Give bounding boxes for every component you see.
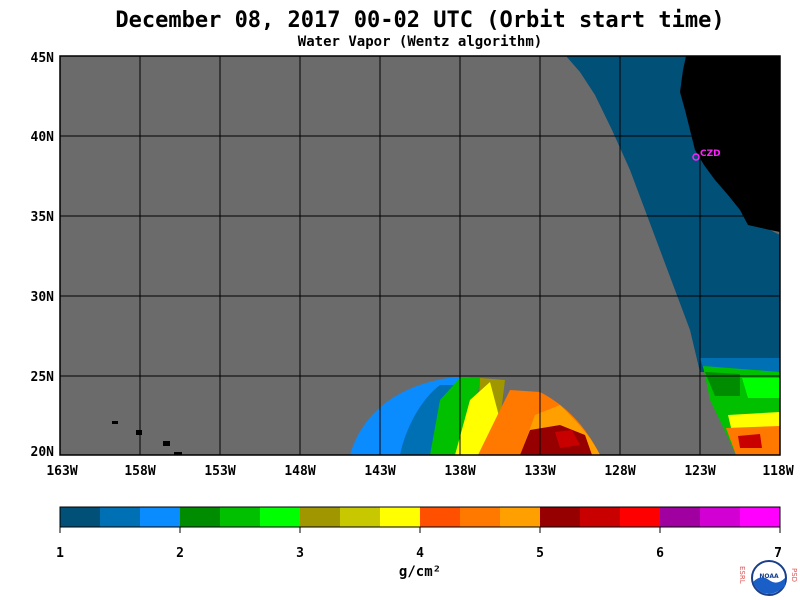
lat-label: 35N [31,210,55,225]
colorbar [59,506,781,533]
lon-label: 158W [124,464,155,479]
colorbar-swatch [500,507,541,527]
colorbar-tick-label: 5 [536,546,544,561]
noaa-logo-wave [753,577,785,594]
coastal-patch-red [738,434,762,448]
colorbar-ticks: 1 2 3 4 5 6 7 [56,546,782,561]
map-subtitle: Water Vapor (Wentz algorithm) [297,34,543,50]
colorbar-swatch [60,507,101,527]
lon-label: 128W [604,464,635,479]
colorbar-swatch [620,507,661,527]
lon-label: 123W [684,464,715,479]
colorbar-tick-label: 2 [176,546,184,561]
logo-right-letters: PSD [790,568,798,582]
colorbar-tick-label: 4 [416,546,424,561]
grid-lines [60,56,780,455]
colorbar-swatch [540,507,581,527]
colorbar-tick-label: 1 [56,546,64,561]
station-label: CZD [700,149,721,159]
colorbar-swatch [260,507,301,527]
map-title: December 08, 2017 00-02 UTC (Orbit start… [115,8,725,33]
lon-label: 163W [46,464,77,479]
map-area: CZD [59,55,781,456]
lon-label: 133W [524,464,555,479]
dome-darkred [520,425,592,455]
coastal-patch-lime [742,378,780,398]
lat-label: 45N [31,51,55,66]
lon-label: 143W [364,464,395,479]
colorbar-swatch [660,507,701,527]
colorbar-swatch [740,507,781,527]
lon-label: 138W [444,464,475,479]
colorbar-unit: g/cm² [398,564,442,580]
hawaii-islands [112,421,182,455]
colorbar-swatch [140,507,181,527]
lat-label: 25N [31,370,55,385]
noaa-logo: ESRL NOAA PSD [738,560,798,596]
colorbar-swatch [460,507,501,527]
map-border [59,55,781,456]
lon-label: 148W [284,464,315,479]
colorbar-swatch [420,507,461,527]
dome-red [555,430,580,448]
colorbar-swatch [340,507,381,527]
colorbar-swatch [580,507,621,527]
colorbar-swatch [380,507,421,527]
lat-label: 40N [31,130,55,145]
colorbar-swatch [180,507,221,527]
colorbar-swatch [300,507,341,527]
colorbar-swatch [220,507,261,527]
colorbar-tick-label: 6 [656,546,664,561]
noaa-logo-text: NOAA [759,573,779,580]
longitude-labels: 163W 158W 153W 148W 143W 138W 133W 128W … [46,464,793,479]
lat-label: 30N [31,290,55,305]
coastal-patch-darkgreen [705,372,740,396]
colorbar-tick-label: 3 [296,546,304,561]
latitude-labels: 45N 40N 35N 30N 25N 20N [31,51,55,460]
colorbar-tick-label: 7 [774,546,782,561]
lon-label: 153W [204,464,235,479]
logo-left-letters: ESRL [738,566,746,584]
land-north-america [680,56,780,232]
colorbar-swatch [100,507,141,527]
lon-label: 118W [762,464,793,479]
lat-label: 20N [31,445,55,460]
station-marker: CZD [692,149,721,161]
colorbar-swatch [700,507,741,527]
